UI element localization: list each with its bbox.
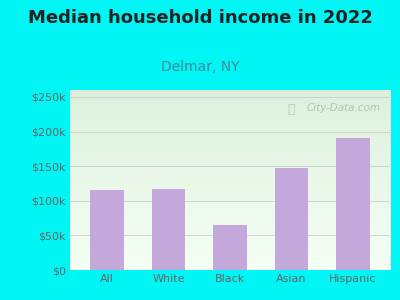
Bar <box>213 225 247 270</box>
Text: City-Data.com: City-Data.com <box>306 103 380 112</box>
Text: Median household income in 2022: Median household income in 2022 <box>28 9 372 27</box>
Bar <box>336 139 370 270</box>
Bar <box>90 190 124 270</box>
Text: Delmar, NY: Delmar, NY <box>161 60 239 74</box>
Bar <box>152 189 185 270</box>
Text: ⓘ: ⓘ <box>288 103 295 116</box>
Bar <box>275 167 308 270</box>
